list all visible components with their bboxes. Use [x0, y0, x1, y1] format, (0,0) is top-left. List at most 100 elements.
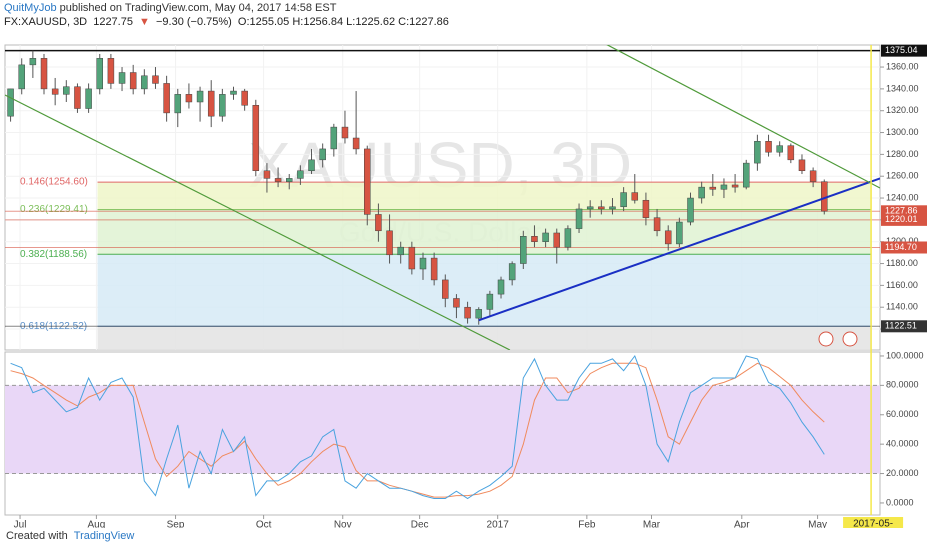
candle-body [263, 170, 271, 179]
y-tick-label: 1320.00 [886, 105, 919, 115]
x-tick-label: Feb [578, 520, 596, 528]
candle-body [40, 58, 48, 90]
candle-body [375, 214, 382, 232]
fib-zone [97, 326, 872, 350]
x-tick-label: Mar [643, 520, 661, 528]
main-layer: XAUUSD, 3DGold/U.S. Dollar0.146(1254.60)… [5, 45, 880, 350]
candle-body [720, 184, 728, 190]
candle-body [598, 206, 605, 210]
candle-body [575, 208, 583, 229]
y-tick-label: 1200.00 [886, 236, 919, 246]
candle-body [51, 88, 59, 95]
axis-layer: 1120.001140.001160.001180.001200.001220.… [14, 44, 927, 528]
candle-body [564, 228, 572, 248]
trendline [606, 45, 880, 189]
candle-body [319, 148, 326, 161]
candle-body [152, 75, 159, 84]
ohlc: O:1255.05 H:1256.84 L:1225.62 C:1227.86 [237, 16, 449, 28]
x-tick-label: Nov [334, 520, 352, 528]
event-icon[interactable] [842, 331, 858, 347]
candle-body [531, 236, 538, 242]
x-tick-label: 2017 [487, 520, 510, 528]
trendline [478, 177, 880, 322]
osc-tick-label: 60.0000 [886, 409, 919, 419]
candle-body [352, 137, 360, 150]
candle-body [63, 86, 70, 95]
trendline [5, 94, 511, 350]
price-tag-label: 1227.86 [885, 206, 918, 216]
x-tick-label: Sep [167, 520, 185, 528]
candle-body [386, 230, 393, 256]
candle-body [274, 178, 282, 182]
cursor-label: 2017-05- [853, 519, 893, 528]
x-tick-label: Dec [411, 520, 429, 528]
candle-body [174, 94, 182, 114]
candle-body [442, 279, 449, 299]
candle-body [85, 88, 92, 109]
fib-label: 0.382(1188.56) [20, 249, 87, 260]
candle-body [107, 58, 115, 84]
candle-body [408, 246, 416, 270]
candle-body [241, 90, 248, 106]
chart: XAUUSD, 3DGold/U.S. Dollar0.146(1254.60)… [4, 44, 927, 528]
candle-body [798, 159, 806, 172]
arrow: ▼ [139, 16, 150, 28]
candle-body [297, 170, 304, 179]
osc-line [10, 354, 825, 500]
header: QuitMyJob published on TradingView.com, … [4, 2, 336, 14]
x-tick-label: Apr [734, 520, 750, 528]
candle-body [118, 72, 126, 84]
candle-body [207, 90, 215, 117]
candle-body [776, 145, 783, 153]
candle-body [7, 88, 14, 117]
candle-body [285, 178, 293, 182]
candle-body [709, 186, 717, 190]
y-tick-label: 1260.00 [886, 171, 919, 181]
candle-body [330, 126, 338, 150]
candle-body [29, 58, 37, 66]
candle-body [453, 298, 460, 308]
candle-body [163, 83, 170, 114]
footer-brand[interactable]: TradingView [73, 530, 135, 542]
x-tick-label: Oct [256, 520, 272, 528]
y-tick-label: 1360.00 [886, 61, 919, 71]
published: published on TradingView.com, May 04, 20… [59, 2, 337, 14]
candle-body [430, 257, 438, 281]
y-tick-label: 1340.00 [886, 83, 919, 93]
change: −9.30 (−0.75%) [155, 16, 232, 28]
candle-body [141, 75, 148, 90]
osc-tick-label: 0.0000 [886, 497, 914, 507]
candle-body [185, 94, 193, 103]
candle-body [96, 58, 103, 90]
publisher[interactable]: QuitMyJob [4, 2, 57, 14]
candle-body [653, 217, 661, 232]
candle-body [475, 309, 482, 319]
fib-zone [97, 182, 872, 210]
candle-body [698, 186, 705, 199]
candle-body [464, 306, 471, 319]
osc-tick-label: 100.0000 [886, 350, 924, 360]
osc-tick-label: 80.0000 [886, 380, 919, 390]
candle-body [553, 232, 561, 248]
symbol-bar: FX:XAUUSD, 3D 1227.75 ▼ −9.30 (−0.75%) O… [4, 16, 452, 28]
price-tag [881, 44, 927, 57]
candle-body [642, 199, 650, 218]
candle-body [765, 141, 772, 153]
candle-body [609, 206, 616, 210]
fib-zone [97, 254, 872, 327]
event-icon[interactable] [818, 331, 834, 347]
candle-body [542, 232, 549, 242]
candle-body [497, 279, 505, 295]
candle-body [308, 159, 315, 172]
price-tag-label: 1194.70 [885, 242, 917, 252]
x-tick-label: Jul [14, 520, 27, 528]
price-tag [881, 213, 927, 226]
y-tick-label: 1300.00 [886, 127, 919, 137]
candle-body [787, 145, 795, 161]
osc-line [10, 362, 825, 498]
y-tick-label: 1160.00 [886, 280, 918, 290]
candle-body [397, 246, 404, 256]
footer-text: Created with [6, 530, 68, 542]
candle-body [754, 141, 761, 164]
